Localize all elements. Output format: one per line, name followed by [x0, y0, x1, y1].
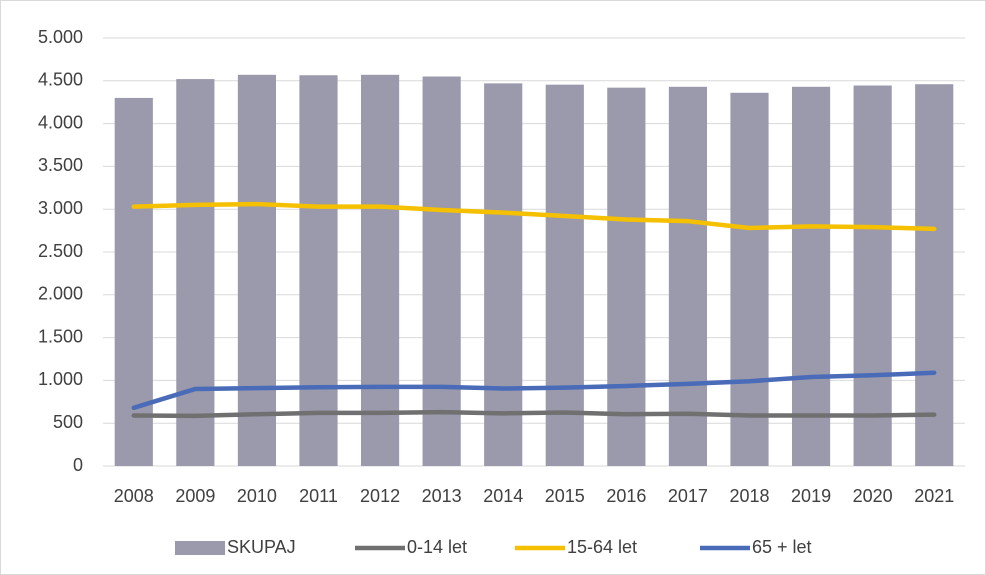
bar — [176, 79, 215, 466]
y-tick-label: 3.500 — [38, 155, 83, 175]
line — [131, 370, 937, 411]
y-tick-label: 1.000 — [38, 369, 83, 389]
y-tick-label: 4.500 — [38, 70, 83, 90]
x-tick-label: 2009 — [175, 486, 215, 506]
x-tick-label: 2020 — [853, 486, 893, 506]
bar — [545, 84, 584, 466]
bar — [668, 86, 708, 467]
y-tick-label: 2.000 — [38, 284, 83, 304]
y-tick-label: 5.000 — [38, 27, 83, 47]
line — [131, 409, 937, 419]
x-tick-label: 2013 — [422, 486, 462, 506]
x-tick-label: 2017 — [668, 486, 708, 506]
y-tick-label: 500 — [53, 412, 83, 432]
y-tick-label: 2.500 — [38, 241, 83, 261]
x-tick-label: 2008 — [114, 486, 154, 506]
y-tick-label: 4.000 — [38, 112, 83, 132]
bar — [299, 75, 338, 467]
x-tick-label: 2015 — [545, 486, 585, 506]
x-tick-label: 2011 — [299, 486, 338, 506]
legend-label: 65 + let — [752, 537, 812, 557]
x-tick-label: 2014 — [483, 486, 523, 506]
x-tick-label: 2019 — [791, 486, 831, 506]
bar — [360, 74, 400, 467]
x-tick-label: 2012 — [360, 486, 400, 506]
bar — [422, 76, 461, 467]
bar — [853, 85, 892, 467]
y-tick-label: 3.000 — [38, 198, 83, 218]
x-tick-label: 2010 — [237, 486, 277, 506]
x-tick-label: 2021 — [914, 486, 954, 506]
bar — [237, 74, 277, 467]
bar — [607, 87, 646, 466]
legend-label: SKUPAJ — [227, 537, 296, 557]
bar — [915, 84, 954, 466]
bar — [730, 92, 769, 466]
x-tick-label: 2018 — [729, 486, 769, 506]
line — [131, 201, 937, 232]
bar — [114, 97, 153, 467]
y-tick-label: 1.500 — [38, 326, 83, 346]
legend-label: 0-14 let — [407, 537, 467, 557]
bar — [484, 83, 523, 467]
x-tick-label: 2016 — [606, 486, 646, 506]
legend-label: 15-64 let — [567, 537, 637, 557]
bar — [791, 86, 831, 467]
y-tick-label: 0 — [73, 455, 83, 475]
legend-swatch — [175, 541, 225, 555]
